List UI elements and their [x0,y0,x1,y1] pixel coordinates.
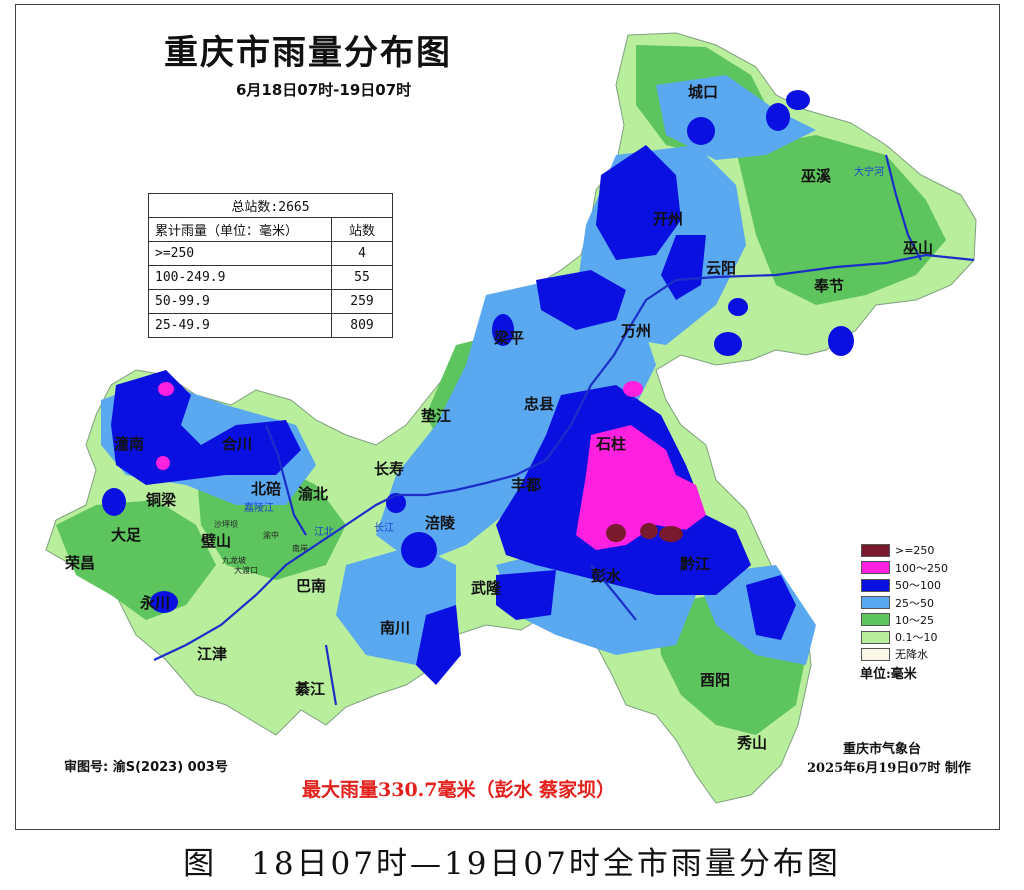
place-dianjiang: 垫江 [421,407,452,425]
map-subtitle: 6月18日07时-19日07时 [236,81,412,99]
legend: >=250 100～250 50～100 25～50 10～25 0.1～10 无降水 [861,542,948,663]
figure-caption: 图 18日07时—19日07时全市雨量分布图 [183,846,841,882]
place-kaizhou: 开州 [653,210,684,228]
river-label-jialing: 嘉陵江 [244,503,274,514]
place-youyang: 酉阳 [700,671,731,689]
table-cell-count: 259 [331,289,393,314]
legend-label: >=250 [895,544,935,558]
river-label-changjiang: 长江 [374,523,394,534]
place-fengjie: 奉节 [814,277,845,295]
place-wushan: 巫山 [903,239,934,257]
place-jiangjin: 江津 [197,645,228,663]
table-cell-count: 809 [331,313,393,338]
legend-swatch [861,630,890,644]
table-row: >=250 4 [148,241,393,266]
legend-item: >=250 [861,542,948,559]
legend-swatch [861,613,890,627]
rivers [153,154,975,706]
place-wulong: 武隆 [471,579,502,597]
place-chengkou: 城口 [688,83,719,101]
legend-label: 10～25 [895,613,934,627]
legend-swatch [861,596,890,610]
district-label-shapingba: 沙坪坝 [214,520,238,529]
district-label-yuzhong: 渝中 [263,531,279,540]
legend-item: 25～50 [861,594,948,611]
max-rainfall-note: 最大雨量330.7毫米（彭水 蔡家坝） [302,779,616,801]
legend-label: 0.1～10 [895,631,938,645]
river-label-jiangbei: 江北 [314,527,334,538]
table-cell-range: 25-49.9 [148,313,332,338]
place-fuling: 涪陵 [425,514,456,532]
place-wanzhou: 万州 [621,322,652,340]
legend-unit: 单位:毫米 [860,667,917,682]
legend-swatch [861,544,890,558]
place-beibei: 北碚 [251,480,282,498]
table-cell-range: >=250 [148,241,332,266]
legend-item: 100～250 [861,559,948,576]
place-shizhu: 石柱 [596,435,627,453]
made-date: 2025年6月19日07时 制作 [807,761,971,776]
table-cell-count: 55 [331,265,393,290]
legend-swatch [861,578,890,592]
river-label-daning: 大宁河 [854,167,884,178]
rainfall-map [45,32,977,804]
map-frame: 重庆市雨量分布图 6月18日07时-19日07时 总站数:2665 累计雨量（单… [15,4,1000,830]
table-row: 50-99.9 259 [148,289,393,314]
district-label-nanan: 南岸 [292,544,308,553]
place-fengdu: 丰都 [511,476,542,494]
legend-item: 50～100 [861,577,948,594]
place-bishan: 璧山 [201,532,232,550]
legend-swatch [861,647,890,661]
legend-label: 100～250 [895,561,948,575]
place-dazu: 大足 [111,526,142,544]
place-yunyang: 云阳 [706,259,737,277]
table-row: 25-49.9 809 [148,313,393,338]
place-tongliang: 铜梁 [146,491,177,509]
legend-label: 50～100 [895,579,941,593]
place-pengshui: 彭水 [591,567,622,585]
legend-label: 无降水 [895,648,928,662]
place-yubei: 渝北 [298,485,329,503]
place-yongchuan: 永川 [140,594,171,612]
station-stats-table: 总站数:2665 累计雨量（单位：毫米） 站数 >=250 4 100-249.9 5… [148,193,393,338]
rain-100-250-areas [156,381,706,550]
legend-swatch [861,561,890,575]
district-label-jiulongpo: 九龙坡 [222,556,246,565]
agency-name: 重庆市气象台 [843,742,922,757]
place-qijiang: 綦江 [295,680,326,698]
place-rongchang: 荣昌 [65,554,96,572]
legend-item: 10～25 [861,611,948,628]
place-wuxi: 巫溪 [801,167,832,185]
place-qianjiang: 黔江 [680,555,711,573]
map-review-number: 审图号: 渝S(2023) 003号 [64,760,228,775]
rain-250-plus-areas [606,523,683,542]
legend-label: 25～50 [895,596,934,610]
place-zhongxian: 忠县 [524,395,555,413]
table-cell-range: 50-99.9 [148,289,332,314]
total-stations: 总站数:2665 [148,193,393,218]
table-header-count: 站数 [331,217,393,242]
place-xiushan: 秀山 [737,734,768,752]
table-row: 100-249.9 55 [148,265,393,290]
table-cell-range: 100-249.9 [148,265,332,290]
place-nanchuan: 南川 [380,619,411,637]
legend-item: 无降水 [861,646,948,663]
map-title: 重庆市雨量分布图 [164,33,452,73]
table-header-rain: 累计雨量（单位：毫米） [148,217,332,242]
place-tongnan: 潼南 [114,435,145,453]
place-hechuan: 合川 [222,435,253,453]
legend-item: 0.1～10 [861,628,948,645]
place-liangping: 梁平 [494,329,525,347]
district-label-dadukou: 大渡口 [234,566,258,575]
table-cell-count: 4 [331,241,393,266]
place-changshou: 长寿 [374,460,405,478]
place-banan: 巴南 [296,577,327,595]
